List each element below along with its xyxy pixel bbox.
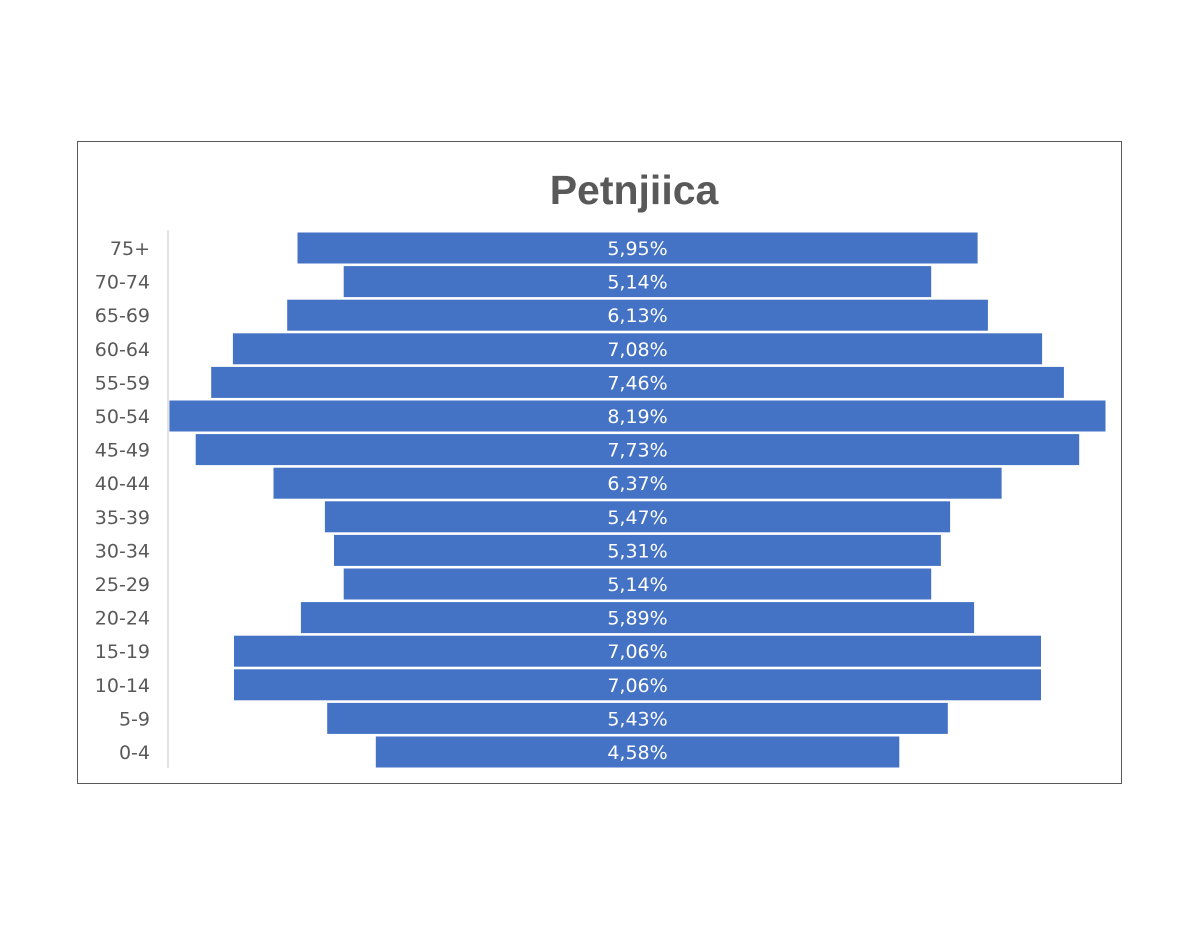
bar-20-24 bbox=[300, 602, 975, 634]
bar-45-49 bbox=[195, 434, 1080, 466]
bar-data-label: 5,14% bbox=[607, 272, 667, 294]
bar-25-29 bbox=[343, 568, 932, 600]
bar-data-label: 7,73% bbox=[607, 440, 667, 462]
category-tick-label: 0-4 bbox=[119, 742, 150, 764]
bar-30-34 bbox=[334, 534, 941, 566]
bar-data-label: 4,58% bbox=[607, 742, 667, 764]
category-tick-label: 60-64 bbox=[95, 339, 150, 361]
bar-40-44 bbox=[273, 467, 1002, 499]
category-tick-label: 40-44 bbox=[95, 473, 150, 495]
category-tick-label: 45-49 bbox=[95, 440, 150, 462]
bar-data-label: 7,46% bbox=[607, 372, 667, 394]
bar-65-69 bbox=[287, 299, 988, 331]
category-tick-label: 10-14 bbox=[95, 675, 150, 697]
chart-title: Petnjiica bbox=[549, 167, 719, 213]
bar-15-19 bbox=[234, 635, 1041, 667]
category-tick-label: 70-74 bbox=[95, 272, 150, 294]
bar-35-39 bbox=[324, 501, 951, 533]
bar-data-label: 5,43% bbox=[607, 708, 667, 730]
bar-5-9 bbox=[327, 702, 948, 734]
bar-10-14 bbox=[234, 669, 1041, 701]
category-tick-label: 50-54 bbox=[95, 406, 150, 428]
bar-data-label: 5,14% bbox=[607, 574, 667, 596]
category-tick-label: 5-9 bbox=[119, 708, 150, 730]
bar-75plus bbox=[297, 232, 978, 264]
bar-data-label: 7,08% bbox=[607, 339, 667, 361]
bar-labels-group: 5,95% 5,14% 6,13% 7,08% 7,46% 8,19% 7,73% 6,37%… bbox=[607, 238, 667, 764]
bar-data-label: 6,13% bbox=[607, 305, 667, 327]
bar-data-label: 5,89% bbox=[607, 608, 667, 630]
bar-55-59 bbox=[211, 366, 1064, 398]
category-tick-label: 15-19 bbox=[95, 641, 150, 663]
bar-70-74 bbox=[343, 266, 932, 298]
category-tick-label: 20-24 bbox=[95, 608, 150, 630]
bar-data-label: 5,95% bbox=[607, 238, 667, 260]
bar-data-label: 7,06% bbox=[607, 641, 667, 663]
tick-labels-group: 75+ 70-74 65-69 60-64 55-59 50-54 45-49 40-44 35… bbox=[95, 238, 150, 764]
category-tick-label: 65-69 bbox=[95, 305, 150, 327]
category-tick-label: 30-34 bbox=[95, 540, 150, 562]
bar-60-64 bbox=[232, 333, 1043, 365]
bar-data-label: 5,31% bbox=[607, 540, 667, 562]
category-tick-label: 35-39 bbox=[95, 507, 150, 529]
bar-0-4 bbox=[375, 736, 900, 768]
bar-data-label: 8,19% bbox=[607, 406, 667, 428]
category-tick-label: 75+ bbox=[110, 238, 150, 260]
category-tick-label: 55-59 bbox=[95, 372, 150, 394]
bars-group bbox=[169, 232, 1106, 768]
bar-data-label: 5,47% bbox=[607, 507, 667, 529]
category-tick-label: 25-29 bbox=[95, 574, 150, 596]
bar-50-54 bbox=[169, 400, 1106, 432]
bar-data-label: 7,06% bbox=[607, 675, 667, 697]
bar-data-label: 6,37% bbox=[607, 473, 667, 495]
